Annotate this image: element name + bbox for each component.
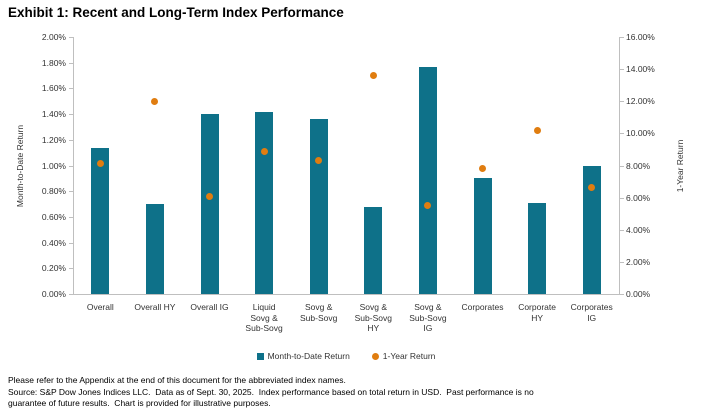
left-axis-tick bbox=[69, 216, 73, 218]
right-axis-tick bbox=[620, 37, 624, 38]
right-axis-tick bbox=[620, 197, 624, 199]
left-axis-tick bbox=[69, 88, 73, 90]
point-1-year-return bbox=[260, 147, 268, 155]
category-label: Corporates IG bbox=[570, 302, 613, 323]
legend-item: 1-Year Return bbox=[371, 351, 436, 361]
right-axis-tick bbox=[620, 294, 624, 295]
chart-title: Exhibit 1: Recent and Long-Term Index Pe… bbox=[8, 5, 344, 20]
left-axis-tick bbox=[69, 242, 73, 244]
left-axis-tick-label: 0.80% bbox=[41, 186, 66, 197]
footnote-source-1: Source: S&P Dow Jones Indices LLC. Data … bbox=[8, 386, 534, 397]
category-label: Overall IG bbox=[190, 302, 229, 312]
right-axis-tick-label: 14.00% bbox=[626, 64, 655, 75]
point-1-year-return bbox=[315, 157, 323, 165]
x-axis-line bbox=[73, 294, 620, 295]
bar-month-to-date-return bbox=[473, 178, 492, 294]
left-axis-tick-label: 0.00% bbox=[41, 289, 66, 299]
legend-square-marker-icon bbox=[256, 352, 264, 360]
right-axis-tick-label: 4.00% bbox=[626, 224, 651, 235]
point-1-year-return bbox=[206, 192, 213, 200]
bar-month-to-date-return bbox=[200, 114, 219, 294]
point-1-year-return bbox=[369, 72, 377, 80]
right-axis-tick-label: 0.00% bbox=[626, 289, 651, 299]
category-label: Sovg & Sub-Sovg IG bbox=[409, 302, 447, 333]
bar-month-to-date-return bbox=[582, 165, 601, 294]
right-axis-tick bbox=[620, 133, 624, 135]
legend-label: Month-to-Date Return bbox=[267, 351, 350, 361]
left-axis-tick bbox=[69, 165, 73, 167]
left-axis-line bbox=[73, 37, 74, 295]
right-axis-tick bbox=[620, 69, 624, 71]
right-axis-tick-label: 10.00% bbox=[626, 128, 655, 139]
left-axis-tick bbox=[69, 294, 73, 295]
chart-legend: Month-to-Date Return 1-Year Return bbox=[73, 351, 619, 361]
left-axis-title: Month-to-Date Return bbox=[15, 124, 25, 208]
point-1-year-return bbox=[479, 165, 486, 173]
category-label: Overall bbox=[86, 302, 114, 312]
category-label: Sovg & Sub-Sovg bbox=[300, 302, 338, 323]
left-axis-tick bbox=[69, 139, 73, 141]
category-label: Corporates bbox=[461, 302, 504, 312]
point-1-year-return bbox=[151, 97, 159, 105]
right-axis-title: 1-Year Return bbox=[675, 139, 685, 193]
left-axis-tick-label: 0.40% bbox=[41, 237, 66, 248]
category-label: Corporate HY bbox=[518, 302, 556, 323]
point-1-year-return bbox=[533, 126, 541, 134]
left-axis-tick bbox=[69, 37, 73, 38]
right-axis-tick bbox=[620, 229, 624, 231]
left-axis-tick-label: 0.60% bbox=[41, 211, 66, 222]
right-axis-tick-label: 12.00% bbox=[626, 96, 655, 107]
right-axis-tick-label: 6.00% bbox=[626, 192, 651, 203]
footnote-source-2: guarantee of future results. Chart is pr… bbox=[8, 398, 271, 408]
bar-month-to-date-return bbox=[418, 66, 437, 294]
bar-month-to-date-return bbox=[309, 119, 328, 294]
left-axis-tick-label: 1.20% bbox=[41, 134, 66, 145]
left-axis-tick-label: 1.60% bbox=[41, 83, 66, 94]
category-label: Sovg & Sub-Sovg HY bbox=[354, 302, 392, 333]
right-axis-line bbox=[619, 37, 620, 295]
legend-item: Month-to-Date Return bbox=[256, 351, 350, 361]
left-axis-tick bbox=[69, 268, 73, 270]
right-axis-tick-label: 2.00% bbox=[626, 256, 651, 267]
right-axis-tick bbox=[620, 101, 624, 103]
right-axis-tick bbox=[620, 261, 624, 263]
left-axis-tick bbox=[69, 62, 73, 64]
point-1-year-return bbox=[424, 202, 432, 210]
legend-label: 1-Year Return bbox=[382, 351, 436, 361]
left-axis-tick-label: 1.40% bbox=[41, 109, 66, 120]
bar-month-to-date-return bbox=[91, 147, 110, 294]
footnotes: Please refer to the Appendix at the end … bbox=[8, 375, 712, 410]
legend-dot-marker-icon bbox=[371, 352, 379, 360]
left-axis-tick bbox=[69, 191, 73, 193]
point-1-year-return bbox=[588, 184, 596, 192]
bar-month-to-date-return bbox=[364, 206, 383, 294]
point-1-year-return bbox=[96, 160, 104, 168]
right-axis-tick-label: 16.00% bbox=[626, 32, 655, 42]
bar-month-to-date-return bbox=[528, 202, 547, 294]
right-axis-tick-label: 8.00% bbox=[626, 160, 651, 171]
bar-month-to-date-return bbox=[145, 204, 164, 294]
left-axis-tick-label: 1.00% bbox=[41, 160, 66, 171]
category-label: Overall HY bbox=[134, 302, 176, 312]
footnote-appendix: Please refer to the Appendix at the end … bbox=[8, 375, 346, 385]
left-axis-tick-label: 0.20% bbox=[41, 263, 66, 274]
left-axis-tick bbox=[69, 114, 73, 116]
left-axis-tick-label: 2.00% bbox=[41, 32, 66, 42]
bar-month-to-date-return bbox=[255, 111, 274, 294]
category-label: Liquid Sovg & Sub-Sovg bbox=[245, 302, 283, 333]
right-axis-tick bbox=[620, 165, 624, 167]
left-axis-tick-label: 1.80% bbox=[41, 57, 66, 68]
